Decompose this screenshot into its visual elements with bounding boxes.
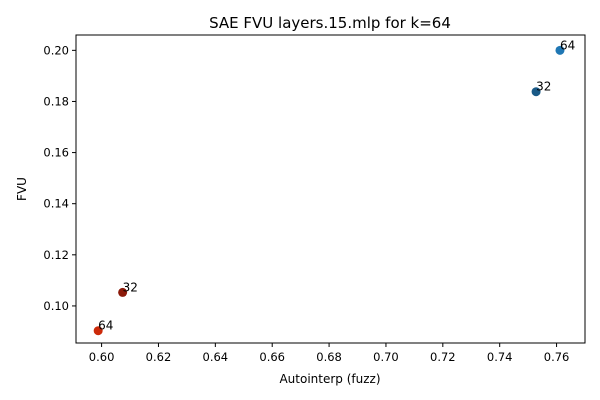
y-tick-label: 0.18 [43,94,69,108]
y-tick-label: 0.14 [43,197,69,211]
data-point [531,87,541,97]
point-label: 64 [560,38,575,52]
point-label: 64 [98,319,113,333]
x-axis-label: Autointerp (fuzz) [279,372,380,386]
chart-title: SAE FVU layers.15.mlp for k=64 [209,14,451,32]
y-tick-label: 0.16 [43,146,69,160]
points-layer: 64 32 32 64 [93,38,575,336]
y-axis-label: FVU [15,177,29,201]
x-tick-label: 0.66 [259,350,285,364]
x-tick-label: 0.60 [89,350,115,364]
ticks-layer: 0.60 0.62 0.64 0.66 0.68 0.70 0.72 0.74 0.76 0.10… [43,43,569,364]
x-tick-label: 0.74 [487,350,513,364]
x-tick-label: 0.76 [544,350,570,364]
x-tick-label: 0.68 [316,350,342,364]
y-tick-label: 0.20 [43,43,69,57]
point-label: 32 [123,280,138,294]
x-tick-label: 0.70 [373,350,399,364]
x-tick-label: 0.64 [203,350,229,364]
x-tick-label: 0.72 [430,350,456,364]
point-label: 32 [536,80,551,94]
x-tick-label: 0.62 [146,350,172,364]
y-tick-label: 0.12 [43,248,69,262]
axes-frame [75,34,586,344]
data-point [93,326,103,336]
y-tick-label: 0.10 [43,299,69,313]
data-point [555,45,565,55]
data-point [118,287,128,297]
